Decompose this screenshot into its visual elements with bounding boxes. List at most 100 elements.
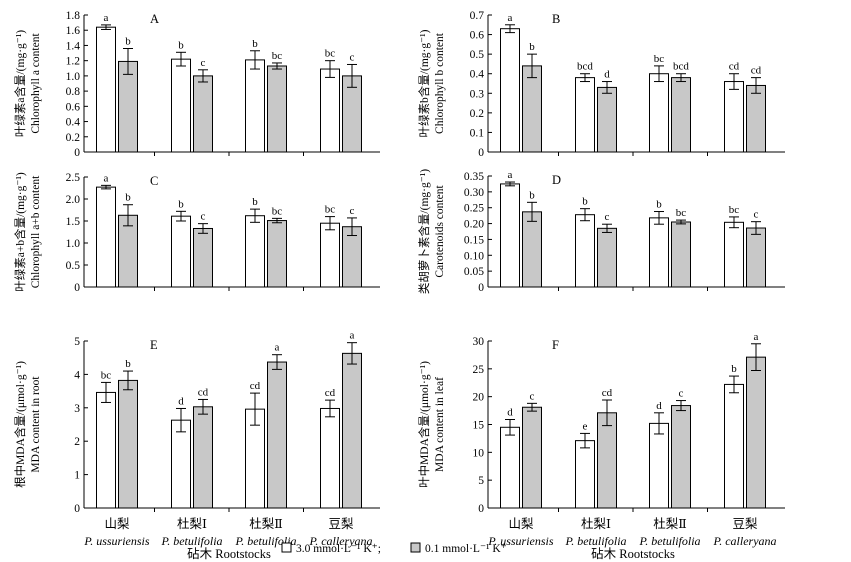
- significance-letter: a: [754, 331, 759, 343]
- bar: [500, 183, 520, 288]
- significance-letter: c: [530, 390, 535, 402]
- significance-letter: bc: [101, 369, 112, 381]
- significance-letter: b: [731, 363, 737, 375]
- significance-letter: cd: [751, 65, 762, 77]
- y-tick-label: 0.5: [470, 49, 485, 61]
- category-label-en: P. calleryana: [308, 534, 372, 548]
- legend-label-high-k: 3.0 mmol·L⁻¹ K⁺;: [296, 543, 381, 555]
- y-axis-title-en: MDA content in leaf: [434, 377, 446, 472]
- bar: [597, 412, 617, 509]
- y-tick-label: 0: [478, 282, 484, 294]
- significance-letter: b: [582, 196, 588, 208]
- bar: [267, 65, 287, 153]
- y-axis-title-cn: 叶绿素b含量/(mg·g⁻¹): [417, 29, 431, 137]
- bar: [522, 211, 542, 288]
- bar: [320, 68, 340, 153]
- y-tick-label: 0.15: [464, 234, 484, 246]
- y-tick-label: 4: [74, 369, 80, 381]
- y-tick-label: 0: [74, 282, 80, 294]
- legend-swatch-high-k: [281, 542, 292, 553]
- category-label-en: P. betulifolia: [564, 534, 626, 548]
- category-label-en: P. ussuriensis: [487, 534, 553, 548]
- category-label-cn: 豆梨: [732, 517, 758, 531]
- bar: [746, 356, 766, 509]
- category-label-en: P. betulifolia: [234, 534, 296, 548]
- bar: [575, 77, 595, 153]
- significance-letter: a: [104, 172, 109, 184]
- y-axis-title-cn: 叶绿素a含量/(mg·g⁻¹): [13, 30, 27, 137]
- significance-letter: cd: [602, 387, 613, 399]
- y-tick-label: 1.2: [66, 56, 81, 68]
- x-axis-title: 砧木 Rootstocks: [187, 547, 271, 561]
- significance-letter: b: [125, 358, 131, 370]
- y-tick-label: 30: [473, 336, 485, 348]
- y-tick-label: 5: [74, 336, 80, 348]
- significance-letter: b: [125, 35, 131, 47]
- bar: [724, 81, 744, 153]
- y-axis-title-cn: 根中MDA含量/(μmol·g⁻¹): [13, 361, 27, 488]
- y-tick-label: 0: [478, 503, 484, 515]
- significance-letter: d: [178, 395, 184, 407]
- y-tick-label: 0: [478, 147, 484, 159]
- y-tick-label: 0.4: [470, 69, 485, 81]
- significance-letter: b: [252, 196, 258, 208]
- legend-swatch-low-k: [410, 542, 421, 553]
- category-labels-left: 山梨 杜梨Ⅰ 杜梨Ⅱ 豆梨 P. ussuriensis P. betulifolia P.…: [83, 516, 372, 561]
- category-label-cn: 山梨: [104, 517, 130, 531]
- y-axis-title-cn: 叶绿素a+b含量/(mg·g⁻¹): [13, 172, 27, 292]
- y-axis-title-en: Chlorophyll a content: [30, 33, 42, 134]
- significance-letter: bc: [325, 48, 336, 60]
- bar: [193, 75, 213, 153]
- bar: [193, 406, 213, 509]
- y-axis-title-cn: 类胡萝卜素含量/(mg·g⁻¹): [417, 169, 431, 294]
- y-tick-label: 0.35: [464, 171, 484, 183]
- category-label-en: P. betulifolia: [160, 534, 222, 548]
- y-tick-label: 0.6: [470, 30, 485, 42]
- significance-letter: a: [508, 169, 513, 181]
- bar: [575, 214, 595, 288]
- category-labels-right: 山梨 杜梨Ⅰ 杜梨Ⅱ 豆梨 P. ussuriensis P. betulifolia P.…: [487, 516, 776, 561]
- y-tick-label: 0.4: [66, 117, 81, 129]
- y-tick-label: 0.3: [470, 88, 485, 100]
- panel-letter: F: [552, 338, 559, 352]
- panel-f: 0 5 10 15 20 25 30 F 叶中MDA含量/(μmol·g⁻¹) MDA conte…: [417, 331, 785, 515]
- significance-letter: c: [201, 57, 206, 69]
- bar: [575, 440, 595, 509]
- panel-letter: E: [150, 338, 158, 352]
- y-tick-label: 1.5: [66, 216, 81, 228]
- significance-letter: c: [679, 388, 684, 400]
- category-label-en: P. betulifolia: [638, 534, 700, 548]
- y-tick-label: 1.0: [66, 71, 81, 83]
- y-tick-label: 0.5: [66, 260, 81, 272]
- significance-letter: d: [604, 69, 610, 81]
- y-axis-title-cn: 叶中MDA含量/(μmol·g⁻¹): [417, 361, 431, 488]
- bar: [649, 73, 669, 153]
- bar: [500, 28, 520, 153]
- y-tick-label: 0.8: [66, 86, 81, 98]
- significance-letter: bc: [729, 204, 740, 216]
- y-tick-label: 0.2: [66, 132, 81, 144]
- bar: [245, 215, 265, 288]
- bar: [671, 221, 691, 288]
- y-tick-label: 2: [74, 436, 80, 448]
- significance-letter: bc: [272, 50, 283, 62]
- y-tick-label: 0.25: [464, 203, 484, 215]
- bar: [671, 405, 691, 509]
- category-label-en: P. ussuriensis: [83, 534, 149, 548]
- y-tick-label: 0.2: [470, 108, 485, 120]
- legend-label-low-k: 0.1 mmol·L⁻¹ K⁺: [425, 543, 507, 555]
- significance-letter: b: [252, 38, 258, 50]
- significance-letter: bcd: [673, 61, 689, 73]
- bar: [245, 59, 265, 153]
- bar: [267, 361, 287, 509]
- category-label-cn: 杜梨Ⅰ: [177, 516, 207, 531]
- significance-letter: d: [656, 400, 662, 412]
- y-tick-label: 1.4: [66, 40, 81, 52]
- y-axis-title-en: Chlorophyll b content: [434, 32, 446, 134]
- significance-letter: bcd: [577, 61, 593, 73]
- y-tick-label: 0.10: [464, 250, 484, 262]
- bar: [171, 419, 191, 509]
- significance-letter: b: [529, 41, 535, 53]
- significance-letter: c: [350, 205, 355, 217]
